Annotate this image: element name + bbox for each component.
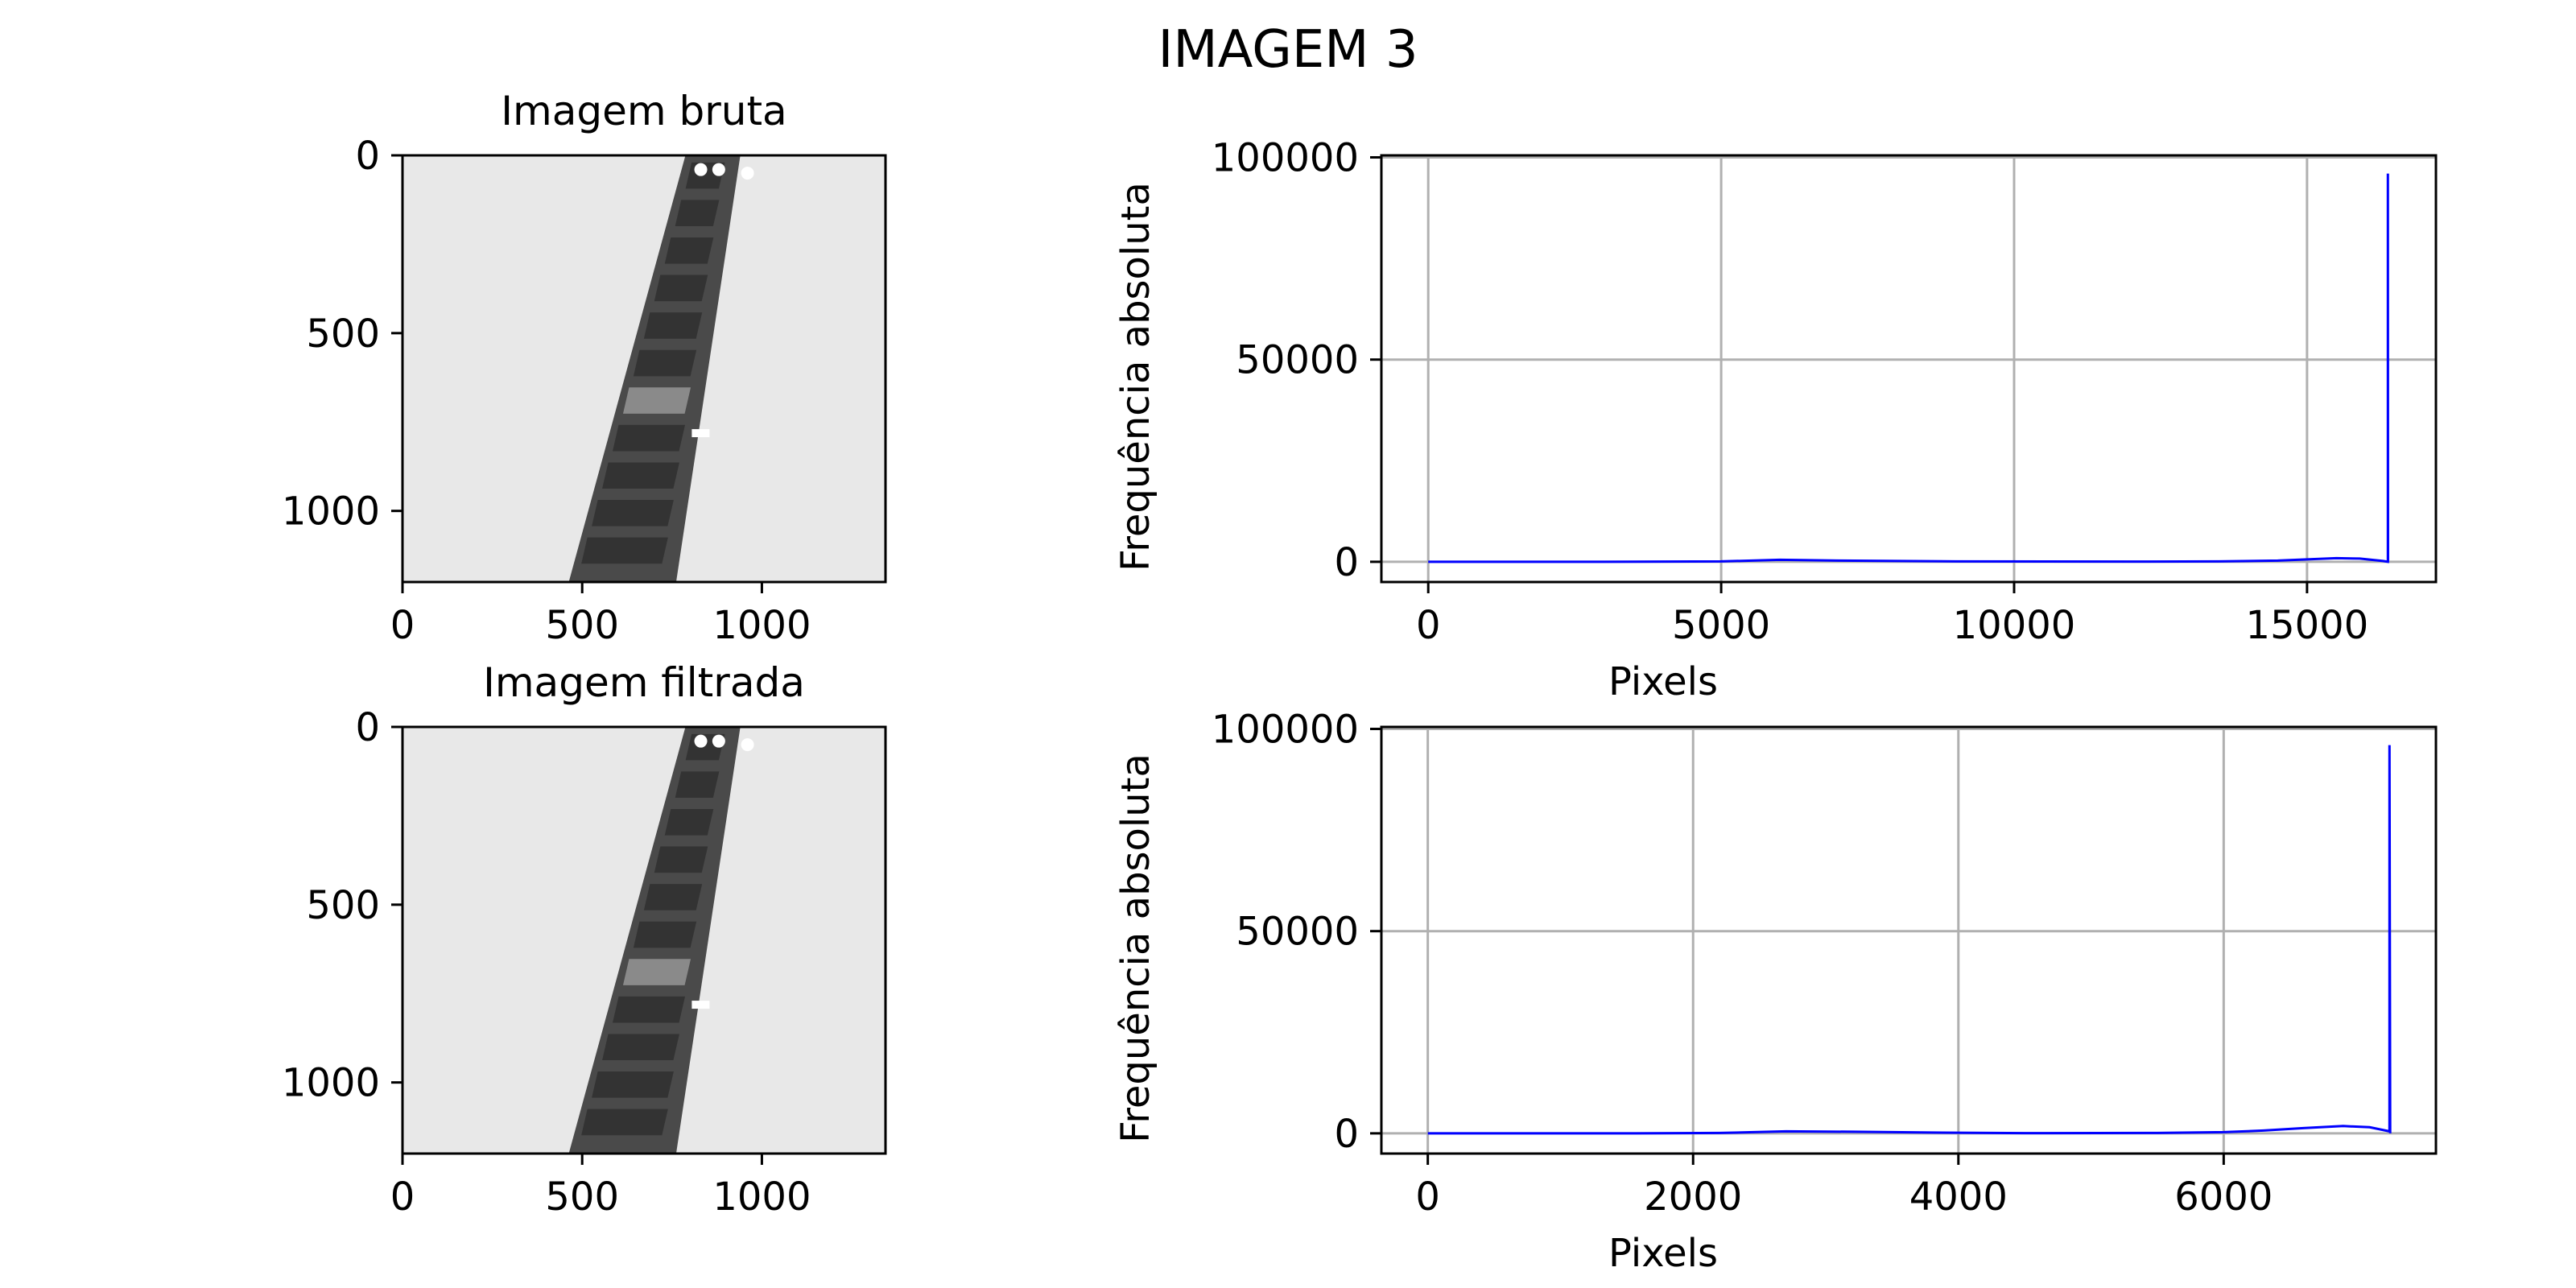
filtered-chip-band (581, 1108, 668, 1136)
raw-hist-ytick-label: 0 (1334, 540, 1359, 585)
filtered-frame (401, 725, 887, 1155)
raw-chip-band (592, 500, 674, 526)
filtered-hist-ylabel: Frequência absoluta (1113, 753, 1158, 1143)
raw-frame (401, 154, 887, 584)
filtered-hist-ytick-label: 100000 (1212, 708, 1359, 753)
filtered-histogram-panel: 0 2000 4000 6000 0 50000 100000 Pixels Frequênci… (1113, 708, 2438, 1276)
raw-image-title: Imagem bruta (501, 88, 787, 134)
raw-xtick-label: 500 (545, 603, 619, 648)
filtered-xtick-label: 0 (390, 1174, 415, 1220)
raw-hist-series-line (1428, 173, 2389, 564)
raw-notch (691, 429, 710, 438)
filtered-chip-band (592, 1071, 674, 1098)
filtered-ytick-label: 1000 (282, 1061, 380, 1106)
raw-hist-xtick-label: 0 (1416, 603, 1441, 648)
filtered-hist-xtick-label: 0 (1415, 1174, 1440, 1220)
raw-chip-band (612, 424, 686, 452)
filtered-hist-ytick-label: 50000 (1236, 910, 1359, 955)
raw-hist-xlabel: Pixels (1608, 659, 1718, 704)
raw-image (402, 155, 886, 582)
filtered-notch (691, 1001, 710, 1009)
filtered-chip-band (602, 1034, 679, 1061)
raw-hist-ytick-label: 50000 (1236, 338, 1359, 383)
filtered-notch (712, 734, 725, 748)
raw-chip-band (633, 349, 697, 377)
raw-notch (741, 167, 754, 180)
raw-chip-band (581, 537, 668, 564)
filtered-chip-band (664, 808, 714, 836)
filtered-chip-band (654, 846, 708, 873)
filtered-notch (741, 738, 754, 752)
filtered-hist-xtick-label: 6000 (2174, 1174, 2273, 1220)
filtered-notch (694, 734, 708, 748)
raw-chip-band (622, 387, 691, 414)
figure-title: IMAGEM 3 (1158, 20, 1418, 80)
filtered-ytick-label: 500 (306, 883, 380, 928)
raw-hist-xtick-label: 15000 (2246, 603, 2369, 648)
filtered-chip-band (612, 996, 686, 1023)
filtered-chip-band (622, 959, 691, 985)
raw-xtick-label: 0 (390, 603, 415, 648)
raw-chip-band (654, 275, 708, 302)
raw-ytick-label: 1000 (282, 489, 380, 535)
filtered-hist-xtick-label: 2000 (1644, 1174, 1742, 1220)
raw-hist-xtick-label: 5000 (1672, 603, 1770, 648)
filtered-xtick-label: 500 (545, 1174, 619, 1220)
filtered-image-title: Imagem filtrada (483, 659, 805, 706)
raw-chip-band (602, 462, 679, 489)
filtered-image (402, 727, 886, 1154)
filtered-xtick-label: 1000 (712, 1174, 811, 1220)
raw-hist-frame (1380, 154, 2438, 584)
filtered-hist-xlabel: Pixels (1608, 1231, 1718, 1276)
raw-ytick-label: 0 (355, 134, 380, 179)
filtered-chip-band (643, 884, 703, 910)
filtered-chip-band (633, 921, 697, 948)
filtered-ytick-label: 0 (355, 705, 380, 750)
raw-hist-ytick-label: 100000 (1212, 136, 1359, 181)
raw-image-panel: 0 500 1000 0 500 1000 (282, 134, 887, 648)
filtered-hist-xtick-label: 4000 (1909, 1174, 2008, 1220)
filtered-hist-ytick-label: 0 (1334, 1112, 1359, 1157)
raw-chip-band (664, 237, 714, 264)
raw-chip-band (643, 312, 703, 339)
raw-notch (694, 163, 708, 176)
raw-xtick-label: 1000 (712, 603, 811, 648)
filtered-image-panel: 0 500 1000 0 500 1000 (282, 705, 887, 1220)
raw-hist-ylabel: Frequência absoluta (1113, 182, 1158, 572)
raw-hist-xtick-label: 10000 (1953, 603, 2076, 648)
filtered-hist-series-line (1427, 745, 2392, 1135)
filtered-chip-band (675, 771, 720, 799)
raw-notch (712, 163, 725, 176)
raw-chip-band (675, 200, 720, 227)
raw-histogram-panel: 0 5000 10000 15000 0 50000 100000 Pixels Frequên… (1113, 136, 2438, 704)
filtered-hist-frame (1380, 725, 2438, 1155)
raw-ytick-label: 500 (306, 312, 380, 357)
